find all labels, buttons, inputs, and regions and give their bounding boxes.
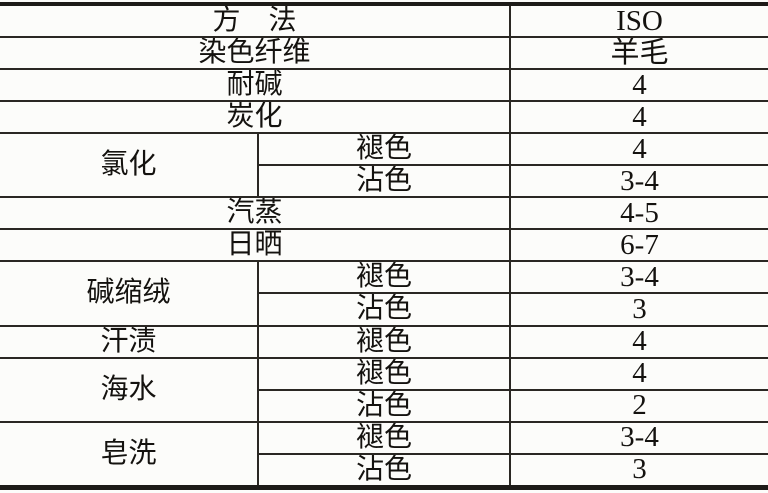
cell-method: 耐碱 — [0, 68, 511, 103]
cell-rating: 2 — [509, 388, 768, 423]
cell-subtype: 褪色 — [256, 356, 511, 391]
table-row: 沾色 3 — [0, 452, 768, 489]
table-row: 沾色 3 — [0, 292, 768, 327]
cell-rating: 3-4 — [509, 420, 768, 455]
cell-subtype: 沾色 — [256, 164, 511, 199]
table-row: 汗渍 褪色 4 — [0, 324, 768, 359]
cell-method: 汽蒸 — [0, 196, 511, 231]
table-row: 汽蒸 4-5 — [0, 196, 768, 231]
table-row: 碱缩绒 褪色 3-4 — [0, 260, 768, 327]
table-row: 沾色 2 — [0, 388, 768, 423]
table-row: 染色纤维 羊毛 — [0, 36, 768, 71]
cell-rating: 3 — [509, 452, 768, 489]
cell-standard-header: ISO — [509, 2, 768, 39]
table-row: 海水 褪色 4 — [0, 356, 768, 423]
table-row: 耐碱 4 — [0, 68, 768, 103]
cell-subtype: 沾色 — [256, 292, 511, 327]
cell-fiber-label: 染色纤维 — [0, 36, 511, 71]
cell-rating: 4 — [509, 324, 768, 359]
cell-method: 海水 — [0, 356, 258, 423]
table-row: 炭化 4 — [0, 100, 768, 135]
cell-subtype: 沾色 — [256, 452, 511, 489]
cell-subtype: 褪色 — [256, 132, 511, 167]
cell-method: 炭化 — [0, 100, 511, 135]
cell-rating: 6-7 — [509, 228, 768, 263]
table-row: 日晒 6-7 — [0, 228, 768, 263]
cell-method-header: 方 法 — [0, 2, 511, 39]
cell-rating: 3 — [509, 292, 768, 327]
cell-method: 日晒 — [0, 228, 511, 263]
cell-rating: 3-4 — [509, 260, 768, 295]
cell-rating: 4-5 — [509, 196, 768, 231]
table-row: 方 法 ISO — [0, 2, 768, 39]
cell-rating: 4 — [509, 100, 768, 135]
cell-method: 汗渍 — [0, 324, 258, 359]
cell-subtype: 褪色 — [256, 420, 511, 455]
cell-rating: 4 — [509, 356, 768, 391]
cell-rating: 4 — [509, 132, 768, 167]
cell-subtype: 沾色 — [256, 388, 511, 423]
cell-rating: 3-4 — [509, 164, 768, 199]
cell-method: 皂洗 — [0, 420, 258, 489]
table-row: 皂洗 褪色 3-4 — [0, 420, 768, 489]
cell-subtype: 褪色 — [256, 260, 511, 295]
cell-subtype: 褪色 — [256, 324, 511, 359]
cell-fiber-value: 羊毛 — [509, 36, 768, 71]
cell-method: 氯化 — [0, 132, 258, 199]
cell-rating: 4 — [509, 68, 768, 103]
table-row: 氯化 褪色 4 — [0, 132, 768, 199]
cell-method: 碱缩绒 — [0, 260, 258, 327]
table-row: 沾色 3-4 — [0, 164, 768, 199]
